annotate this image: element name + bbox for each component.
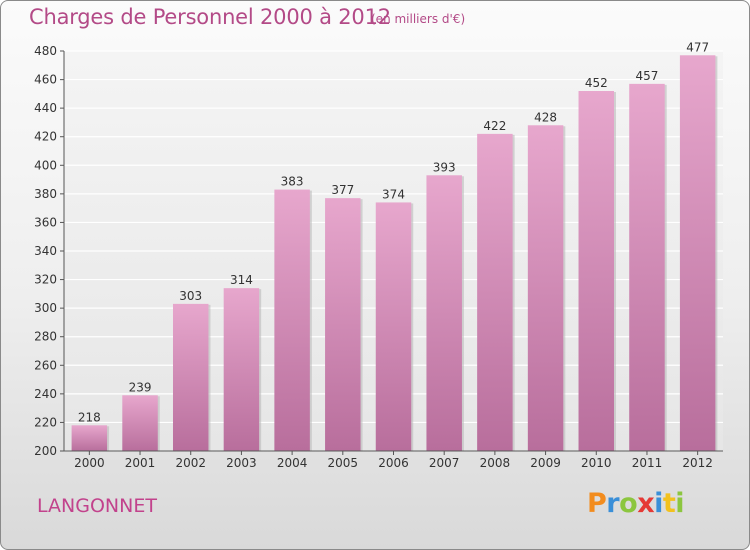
y-tick-label: 260 xyxy=(34,358,57,372)
logo-letter: i xyxy=(675,488,685,519)
x-tick-label: 2002 xyxy=(175,456,206,470)
logo-letter: x xyxy=(637,488,655,519)
x-axis: 2000 2001 2002 2003 2004 2005 2006 2007 2008 2009… xyxy=(64,450,723,470)
x-tick-label: 2003 xyxy=(226,456,257,470)
x-tick-label: 2008 xyxy=(480,456,511,470)
y-tick-label: 440 xyxy=(34,101,57,115)
x-tick-label: 2001 xyxy=(125,456,156,470)
y-tick-label: 320 xyxy=(34,273,57,287)
y-axis: 200 220 240 260 280 300 320 340 360 380 400 420 440 4… xyxy=(34,44,65,458)
bar xyxy=(172,303,209,451)
bar xyxy=(629,83,665,451)
bars: 218 239 303 314 383 377 374 393 422 428 452 457 477 xyxy=(71,40,718,452)
bar xyxy=(223,288,260,451)
x-tick-label: 2010 xyxy=(581,456,612,470)
bar-value-label: 218 xyxy=(78,410,101,424)
bar-value-label: 303 xyxy=(179,289,202,303)
logo-letter: t xyxy=(662,488,676,519)
unit-note: (en milliers d'€) xyxy=(371,12,466,26)
bar-value-label: 314 xyxy=(230,273,253,287)
y-tick-label: 300 xyxy=(34,301,57,315)
y-tick-label: 380 xyxy=(34,187,57,201)
x-tick-label: 2012 xyxy=(682,456,713,470)
x-tick-label: 2005 xyxy=(328,456,359,470)
bar-value-label: 477 xyxy=(686,40,709,54)
logo-letter: P xyxy=(587,488,607,519)
bar-value-label: 239 xyxy=(129,380,152,394)
x-tick-label: 2009 xyxy=(530,456,561,470)
bar xyxy=(375,202,412,451)
bar-value-label: 428 xyxy=(534,110,557,124)
commune-name: LANGONNET xyxy=(37,495,157,517)
y-tick-label: 460 xyxy=(34,73,57,87)
bar-value-label: 457 xyxy=(636,69,659,83)
bar xyxy=(426,175,462,452)
y-tick-label: 400 xyxy=(34,158,57,172)
bar xyxy=(477,133,513,451)
x-tick-label: 2004 xyxy=(277,456,308,470)
y-tick-label: 420 xyxy=(34,130,57,144)
bar-value-label: 393 xyxy=(433,160,456,174)
x-tick-label: 2007 xyxy=(429,456,460,470)
y-tick-label: 480 xyxy=(34,44,57,58)
chart-title: Charges de Personnel 2000 à 2012 xyxy=(29,5,391,29)
bar-value-label: 422 xyxy=(483,119,506,133)
y-tick-label: 200 xyxy=(34,444,57,458)
y-tick-label: 340 xyxy=(34,244,57,258)
bar-value-label: 377 xyxy=(331,183,354,197)
proxiti-logo: Proxiti xyxy=(587,488,685,519)
bar-value-label: 452 xyxy=(585,76,608,90)
bar xyxy=(122,395,158,451)
x-tick-label: 2011 xyxy=(632,456,663,470)
bar xyxy=(325,198,361,451)
bar xyxy=(527,125,564,452)
bar-value-label: 374 xyxy=(382,187,405,201)
bar xyxy=(679,55,716,452)
logo-letter: r xyxy=(606,488,620,519)
x-tick-label: 2006 xyxy=(378,456,409,470)
logo-letter: o xyxy=(619,488,638,519)
bar xyxy=(578,91,615,451)
logo-letter: i xyxy=(654,488,663,519)
bar-value-label: 383 xyxy=(281,175,304,189)
y-tick-label: 280 xyxy=(34,330,57,344)
y-tick-label: 220 xyxy=(34,415,57,429)
y-tick-label: 360 xyxy=(34,215,57,229)
bar xyxy=(274,189,310,452)
bar xyxy=(71,425,108,451)
y-tick-label: 240 xyxy=(34,387,57,401)
x-tick-label: 2000 xyxy=(74,456,105,470)
